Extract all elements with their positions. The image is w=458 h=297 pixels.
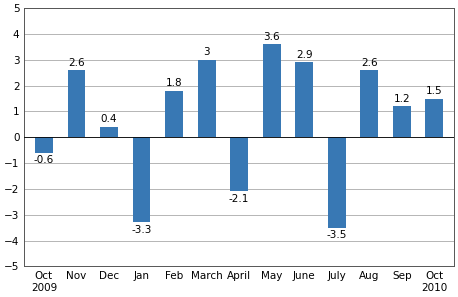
Text: 2.9: 2.9 [296,50,312,60]
Bar [263,44,281,137]
Bar [360,70,378,137]
Text: -3.3: -3.3 [131,225,152,235]
Text: -0.6: -0.6 [34,155,54,165]
Text: 2.6: 2.6 [361,58,377,67]
Bar [132,137,151,222]
Text: 2.6: 2.6 [68,58,85,67]
Text: 0.4: 0.4 [101,114,117,124]
Bar [295,62,313,137]
Bar [198,60,216,137]
Bar [100,127,118,137]
Text: -2.1: -2.1 [229,194,249,204]
Text: 3: 3 [203,47,210,57]
Bar [328,137,346,228]
Bar [165,91,183,137]
Bar [425,99,443,137]
Bar [67,70,85,137]
Text: -3.5: -3.5 [327,230,347,240]
Text: 1.5: 1.5 [426,86,442,96]
Bar [35,137,53,153]
Text: 3.6: 3.6 [263,32,280,42]
Bar [393,106,411,137]
Text: 1.2: 1.2 [393,94,410,104]
Text: 1.8: 1.8 [166,78,182,88]
Bar [230,137,248,192]
